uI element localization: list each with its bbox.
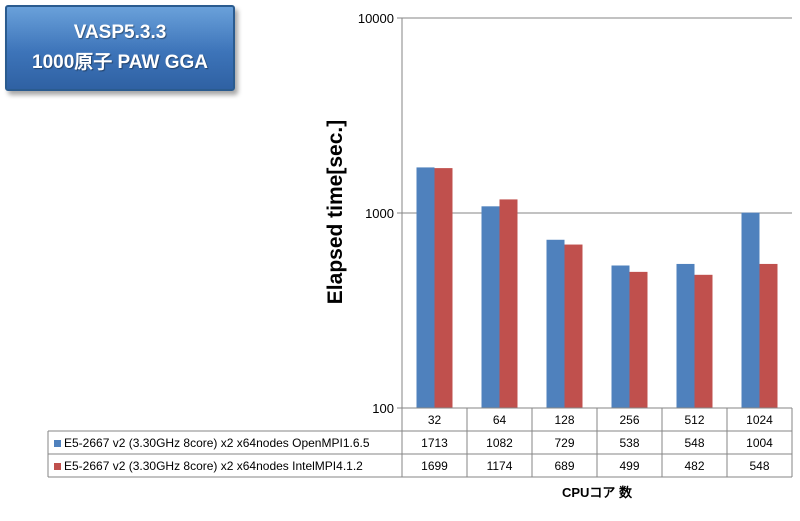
series-label-intelmpi: E5-2667 v2 (3.30GHz 8core) x2 x64nodes I… (54, 455, 402, 477)
bar (629, 271, 648, 408)
category-label: 32 (428, 413, 442, 427)
data-value-label: 548 (684, 436, 704, 450)
data-value-label: 1713 (421, 436, 448, 450)
y-tick-label: 100 (372, 401, 394, 416)
series-name-openmpi: E5-2667 v2 (3.30GHz 8core) x2 x64nodes O… (64, 436, 370, 450)
data-value-label: 729 (554, 436, 574, 450)
data-value-label: 1082 (486, 436, 513, 450)
category-label: 64 (493, 413, 507, 427)
bar (499, 199, 518, 408)
y-tick-label: 1000 (365, 206, 394, 221)
bar (741, 212, 760, 408)
category-label: 512 (684, 413, 704, 427)
data-value-label: 689 (554, 459, 574, 473)
bar (546, 239, 565, 408)
data-value-label: 548 (749, 459, 769, 473)
data-value-label: 482 (684, 459, 704, 473)
y-axis-label: Elapsed time[sec.] (324, 119, 347, 305)
bar (481, 206, 500, 408)
bar (676, 263, 695, 408)
bar (416, 167, 435, 408)
y-tick-label: 10000 (358, 11, 394, 26)
bar (694, 274, 713, 408)
series-label-openmpi: E5-2667 v2 (3.30GHz 8core) x2 x64nodes O… (54, 432, 402, 454)
data-value-label: 1174 (487, 459, 513, 473)
data-value-label: 538 (619, 436, 639, 450)
bar (759, 263, 778, 408)
title-line-1: VASP5.3.3 (73, 22, 167, 43)
data-value-label: 1004 (746, 436, 773, 450)
bar (611, 265, 630, 408)
data-value-label: 1699 (421, 459, 448, 473)
chart-title-box: VASP5.3.3 1000原子 PAW GGA (5, 5, 235, 91)
x-axis-label: CPUコア 数 (561, 485, 633, 500)
category-label: 1024 (746, 413, 773, 427)
title-line-2: 1000原子 PAW GGA (32, 52, 208, 73)
bar (564, 244, 583, 408)
series-swatch-openmpi (54, 440, 61, 447)
category-label: 256 (619, 413, 639, 427)
data-value-label: 499 (619, 459, 639, 473)
bar (434, 168, 453, 408)
series-name-intelmpi: E5-2667 v2 (3.30GHz 8core) x2 x64nodes I… (64, 459, 363, 473)
category-label: 128 (554, 413, 574, 427)
series-swatch-intelmpi (54, 463, 61, 470)
